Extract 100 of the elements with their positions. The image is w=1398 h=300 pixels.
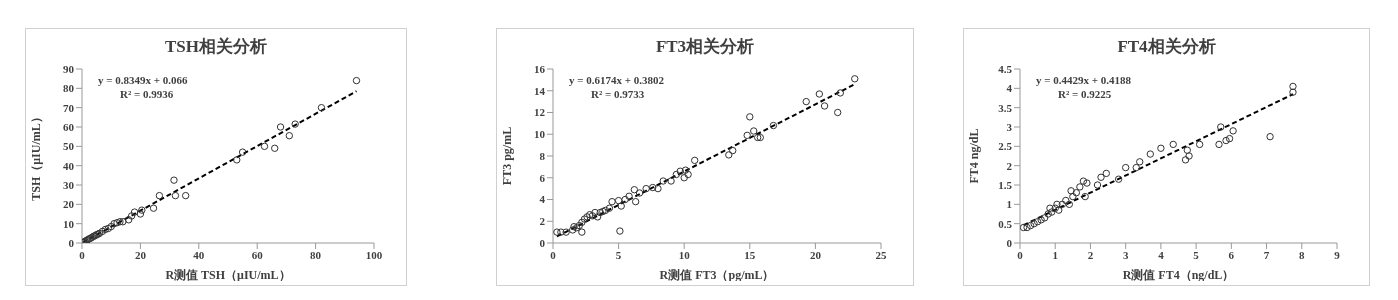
- y-tick-label: 30: [63, 178, 75, 191]
- point: [1081, 192, 1089, 201]
- point: [1079, 177, 1088, 185]
- point: [271, 144, 279, 152]
- x-axis-title: R测值 FT4（ng/dL）: [1122, 268, 1235, 282]
- x-tick-label: 4: [1158, 248, 1165, 261]
- y-tick-label: 2: [539, 215, 546, 228]
- point: [233, 156, 241, 164]
- point: [617, 202, 625, 210]
- point: [1266, 132, 1274, 141]
- y-tick-label: 16: [534, 62, 546, 75]
- x-tick-label: 5: [1193, 248, 1200, 261]
- y-tick-label: 1.5: [998, 178, 1013, 191]
- x-tick-label: 15: [744, 248, 756, 261]
- x-tick-label: 40: [193, 248, 205, 261]
- point: [605, 204, 614, 212]
- point: [659, 177, 667, 185]
- point: [1058, 200, 1066, 209]
- point: [1215, 140, 1223, 149]
- x-tick-label: 6: [1228, 248, 1235, 261]
- chart-title: TSH相关分析: [164, 36, 268, 58]
- point: [684, 170, 692, 179]
- y-tick-label: 80: [63, 82, 75, 95]
- y-axis-title: FT4 ng/dL: [967, 128, 982, 184]
- point: [608, 197, 616, 206]
- x-tick-label: 0: [550, 248, 557, 261]
- point: [769, 121, 778, 130]
- point: [1030, 219, 1038, 228]
- point: [113, 219, 121, 227]
- point: [725, 151, 733, 159]
- point: [1020, 223, 1028, 232]
- point: [1093, 181, 1102, 189]
- point: [1229, 127, 1237, 135]
- x-tick-label: 0: [79, 248, 86, 261]
- y-tick-label: 3: [1006, 120, 1013, 133]
- point: [107, 222, 115, 231]
- point: [1055, 206, 1063, 214]
- annotation: y = 0.4429x + 0.4188: [1036, 73, 1132, 87]
- point: [1217, 123, 1225, 131]
- point: [1097, 173, 1105, 181]
- point: [125, 216, 133, 224]
- annotation: R² = 0.9936: [119, 87, 175, 101]
- point: [575, 221, 583, 230]
- x-tick-label: 1: [1052, 248, 1058, 261]
- x-tick-label: 7: [1263, 248, 1270, 261]
- point: [681, 166, 690, 174]
- point: [1046, 204, 1054, 212]
- y-tick-label: 0: [539, 236, 546, 249]
- point: [756, 133, 764, 142]
- point: [116, 218, 124, 226]
- point: [98, 227, 107, 236]
- y-axis-title: TSH（μIU/mL）: [29, 111, 44, 201]
- point: [596, 208, 604, 217]
- point: [562, 228, 570, 236]
- point: [1051, 204, 1059, 212]
- point: [155, 191, 164, 200]
- point: [1146, 150, 1155, 158]
- annotation: y = 0.6174x + 0.3802: [569, 73, 665, 87]
- point: [578, 228, 586, 236]
- point: [586, 211, 594, 219]
- point: [580, 215, 589, 223]
- point: [568, 226, 577, 234]
- x-tick-label: 60: [251, 248, 264, 261]
- point: [1069, 192, 1077, 201]
- point: [654, 184, 662, 193]
- point: [1132, 163, 1140, 172]
- point: [317, 103, 326, 112]
- y-tick-label: 20: [63, 198, 75, 211]
- point: [285, 132, 294, 140]
- point: [1121, 163, 1130, 172]
- y-tick-label: 4.5: [998, 62, 1013, 75]
- x-tick-label: 2: [1087, 248, 1094, 261]
- point: [570, 222, 578, 231]
- point: [625, 192, 633, 200]
- point: [583, 213, 591, 221]
- point: [136, 210, 145, 218]
- y-tick-label: 0: [68, 236, 75, 249]
- point: [680, 174, 688, 182]
- point: [1072, 189, 1081, 197]
- point: [1067, 187, 1075, 195]
- point: [691, 156, 699, 165]
- x-tick-label: 3: [1122, 248, 1129, 261]
- point: [834, 108, 842, 117]
- point: [578, 218, 586, 227]
- point: [1222, 136, 1230, 145]
- y-tick-label: 6: [539, 171, 546, 184]
- x-tick-label: 80: [310, 248, 322, 261]
- x-tick-label: 25: [875, 248, 887, 261]
- point: [572, 224, 581, 232]
- point: [1289, 82, 1297, 91]
- y-axis-title: FT3 pg/mL: [500, 126, 515, 186]
- point: [591, 208, 599, 217]
- y-tick-label: 60: [63, 120, 75, 133]
- point: [1023, 223, 1031, 232]
- point: [1053, 200, 1061, 209]
- x-tick-label: 100: [365, 248, 383, 261]
- point: [104, 224, 112, 233]
- point: [1136, 158, 1144, 166]
- point: [557, 228, 565, 236]
- y-tick-label: 10: [534, 128, 546, 141]
